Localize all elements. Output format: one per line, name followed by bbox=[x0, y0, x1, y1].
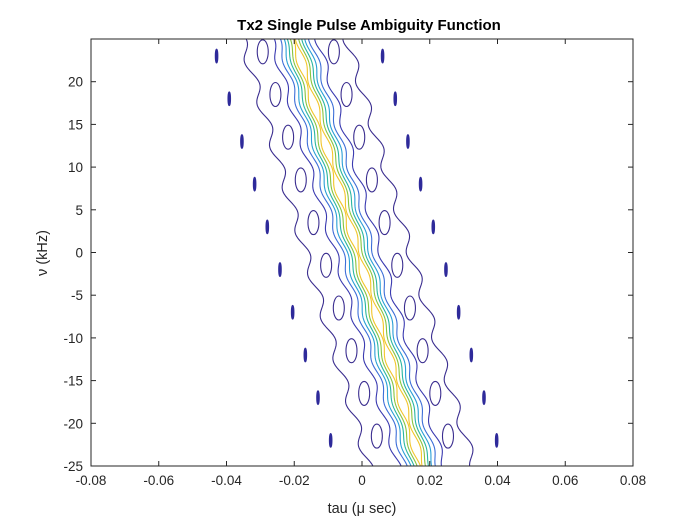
x-tick-label: 0.06 bbox=[552, 473, 578, 488]
sidelobe-mark-2-6 bbox=[431, 219, 436, 235]
sidelobe-mark-2-8 bbox=[406, 134, 410, 149]
contour-level-2 bbox=[342, 39, 474, 466]
sidelobe-blob-2-1 bbox=[441, 423, 455, 449]
sidelobe-blob-2-5 bbox=[391, 252, 404, 278]
y-axis-label: ν (kHz) bbox=[35, 230, 51, 276]
y-tick-label: -5 bbox=[71, 288, 83, 303]
sidelobe-mark-1-10 bbox=[214, 48, 219, 64]
sidelobe-blob-1-10 bbox=[256, 39, 269, 65]
sidelobe-blob-1-4 bbox=[332, 295, 345, 321]
sidelobe-mark-1-3 bbox=[303, 347, 308, 363]
contour-level-6 bbox=[307, 39, 436, 466]
contour-level-5 bbox=[279, 39, 408, 466]
y-tick-label: -15 bbox=[63, 374, 83, 389]
x-tick-label: -0.02 bbox=[279, 473, 310, 488]
x-axis-label: tau (μ sec) bbox=[328, 501, 397, 517]
x-tick-label: 0 bbox=[358, 473, 366, 488]
y-tick-label: 20 bbox=[68, 75, 83, 90]
sidelobe-mark-2-5 bbox=[444, 262, 448, 277]
sidelobe-mark-1-2 bbox=[316, 390, 320, 406]
sidelobe-blob-2-4 bbox=[403, 295, 416, 321]
sidelobe-blob-2-9 bbox=[340, 81, 353, 108]
contour-level-1 bbox=[243, 39, 374, 466]
x-tick-label: -0.04 bbox=[211, 473, 242, 488]
sidelobe-mark-2-2 bbox=[482, 390, 486, 406]
sidelobe-blob-1-7 bbox=[294, 167, 307, 193]
y-tick-label: -10 bbox=[63, 331, 83, 346]
sidelobe-mark-2-4 bbox=[456, 304, 461, 320]
contour-level-8 bbox=[304, 39, 433, 466]
contour-level-11 bbox=[289, 39, 418, 466]
contour-level-13 bbox=[293, 39, 422, 466]
sidelobe-blob-1-3 bbox=[345, 338, 358, 364]
sidelobe-mark-2-1 bbox=[494, 432, 499, 448]
contour-level-10 bbox=[301, 39, 430, 466]
contour-level-4 bbox=[314, 39, 443, 466]
sidelobe-mark-2-7 bbox=[418, 176, 423, 192]
sidelobe-blob-2-10 bbox=[327, 39, 340, 65]
sidelobe-blob-1-9 bbox=[269, 81, 282, 108]
sidelobe-blob-2-6 bbox=[378, 210, 391, 236]
sidelobe-mark-1-5 bbox=[278, 262, 282, 277]
y-tick-label: -20 bbox=[63, 416, 83, 431]
sidelobe-blob-1-5 bbox=[320, 252, 333, 278]
x-tick-label: -0.06 bbox=[143, 473, 174, 488]
contour-lines bbox=[214, 39, 499, 466]
y-tick-label: 5 bbox=[75, 203, 83, 218]
sidelobe-blob-2-2 bbox=[429, 380, 442, 406]
x-tick-label: 0.02 bbox=[417, 473, 443, 488]
sidelobe-mark-2-9 bbox=[393, 91, 398, 107]
y-tick-label: 0 bbox=[75, 246, 83, 261]
x-tick-label: -0.08 bbox=[76, 473, 107, 488]
contour-level-7 bbox=[283, 39, 412, 466]
plot-border bbox=[90, 38, 634, 467]
y-tick-label: 10 bbox=[68, 160, 83, 175]
sidelobe-blob-1-2 bbox=[358, 380, 371, 406]
y-tick-label: -25 bbox=[63, 459, 83, 474]
sidelobe-blob-1-1 bbox=[370, 423, 383, 449]
contour-level-14 bbox=[294, 39, 423, 466]
x-tick-label: 0.08 bbox=[620, 473, 646, 488]
sidelobe-blob-2-8 bbox=[353, 124, 366, 150]
sidelobe-mark-1-4 bbox=[290, 304, 295, 320]
sidelobe-blob-2-7 bbox=[365, 167, 378, 193]
sidelobe-mark-2-10 bbox=[380, 48, 385, 64]
contour-level-12 bbox=[298, 39, 427, 466]
sidelobe-mark-1-8 bbox=[240, 134, 244, 149]
sidelobe-blob-2-3 bbox=[416, 338, 429, 364]
sidelobe-mark-1-9 bbox=[227, 91, 232, 107]
y-tick-label: 15 bbox=[68, 117, 83, 132]
contour-level-9 bbox=[286, 39, 415, 466]
chart-title: Tx2 Single Pulse Ambiguity Function bbox=[237, 17, 501, 34]
x-tick-label: 0.04 bbox=[484, 473, 511, 488]
sidelobe-mark-1-6 bbox=[265, 219, 270, 235]
sidelobe-mark-1-1 bbox=[328, 432, 333, 448]
sidelobe-blob-1-8 bbox=[282, 124, 295, 150]
sidelobe-mark-1-7 bbox=[252, 176, 257, 192]
contour-level-3 bbox=[273, 39, 402, 466]
sidelobe-blob-1-6 bbox=[307, 210, 320, 236]
sidelobe-mark-2-3 bbox=[469, 347, 474, 363]
